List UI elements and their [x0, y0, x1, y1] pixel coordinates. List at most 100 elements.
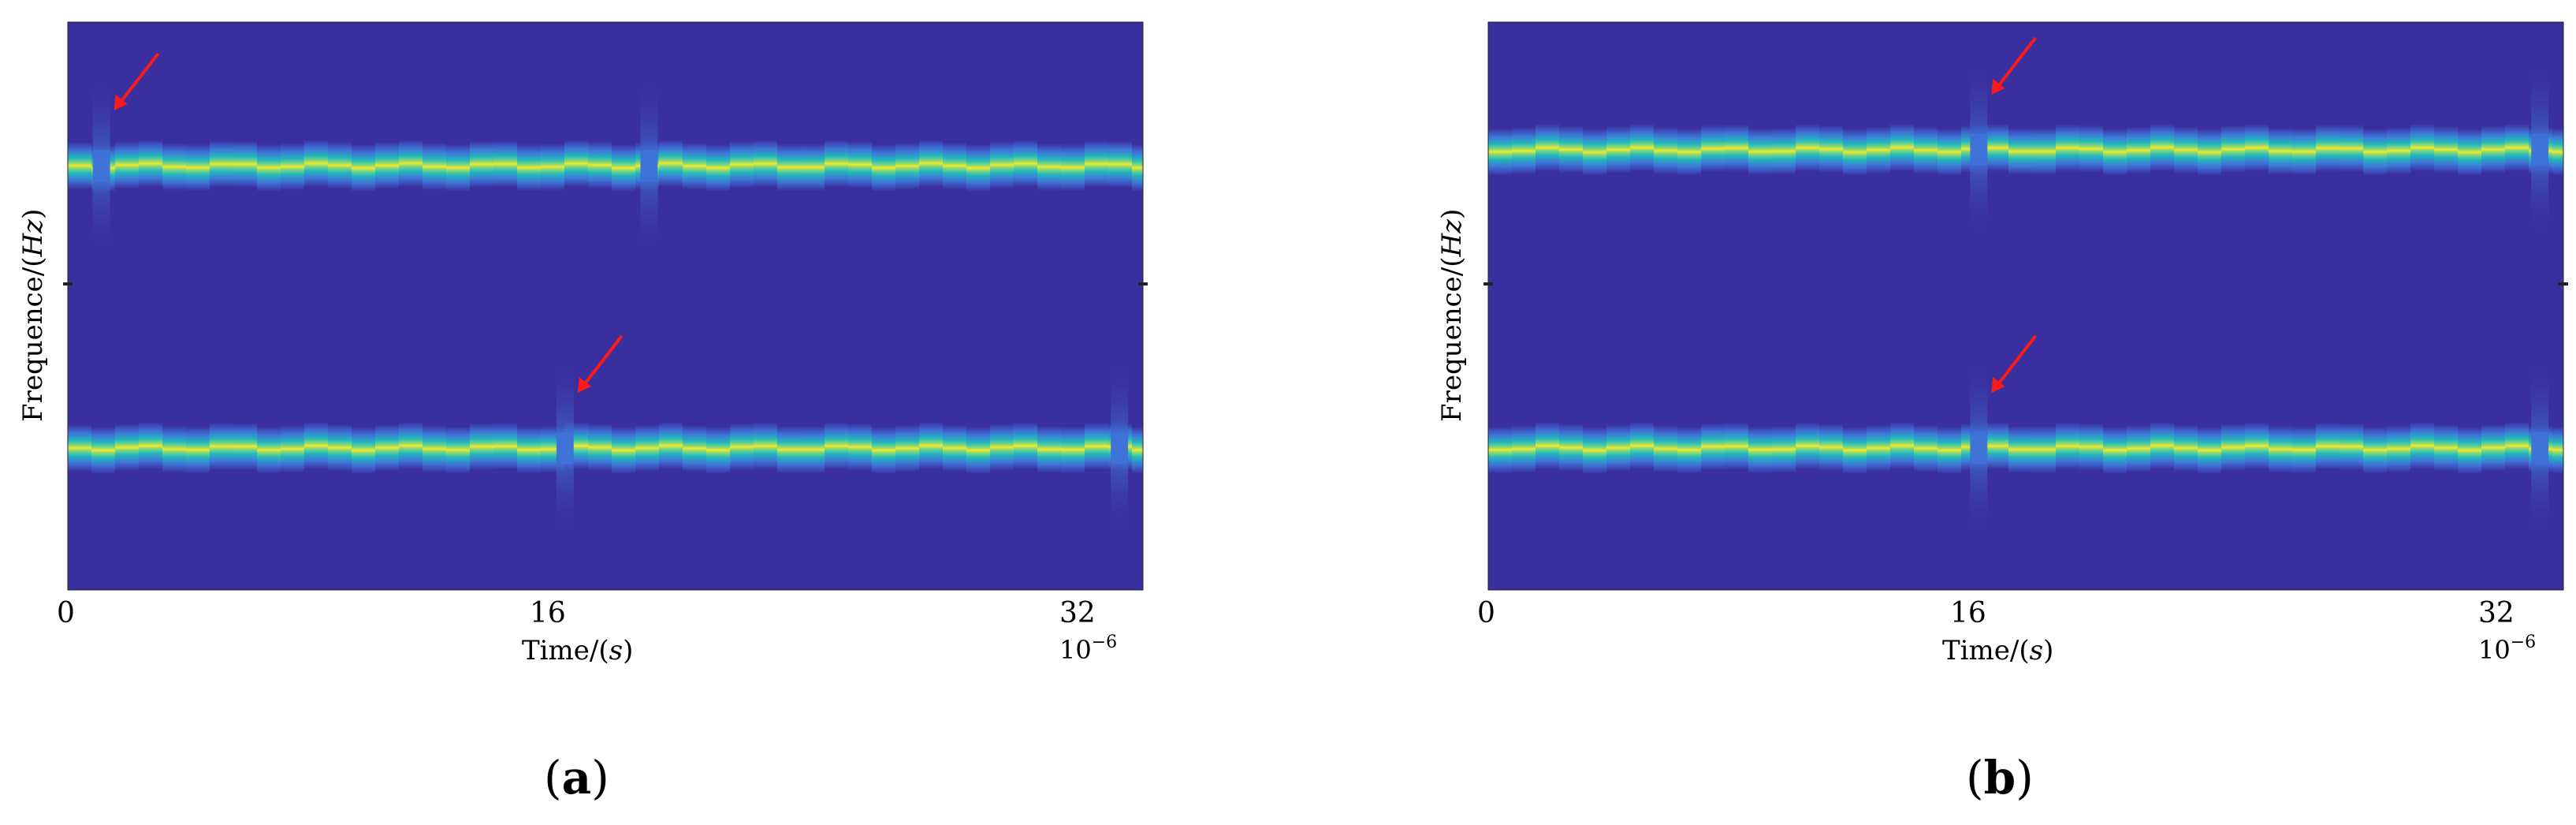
arrow-head	[1991, 79, 2005, 95]
ridge-segment	[990, 424, 1014, 472]
ridge-segment	[872, 426, 895, 474]
disruption-core	[557, 432, 573, 464]
panel-label: (a)	[544, 751, 609, 804]
spectrogram-a	[63, 21, 1148, 591]
ridge-segment	[1819, 424, 1843, 472]
ridge-segment	[1630, 422, 1654, 470]
ridge-segment	[281, 143, 304, 191]
ridge-segment	[801, 425, 825, 473]
disruption-core	[641, 150, 657, 181]
plot-frame	[67, 21, 1144, 591]
ridge-segment	[493, 422, 517, 470]
ridge-segment	[1985, 124, 2008, 172]
ridge-segment	[470, 423, 493, 471]
y-axis-label: Frequence/(Hz)	[17, 208, 49, 422]
ridge-segment	[1630, 124, 1654, 172]
ridge-segment	[1037, 425, 1061, 473]
chart-panel-b: Frequence/(Hz) 0 16 32 Time/(s) 10−6 (b)	[1288, 0, 2576, 825]
ridge-segment	[1037, 143, 1061, 191]
ridge-segment	[1725, 422, 1748, 470]
ridge-segment	[2103, 128, 2127, 176]
ridge-segment	[1061, 426, 1085, 474]
ridge-segment	[2434, 424, 2458, 472]
ridge-segment	[683, 424, 706, 472]
ridge-segment	[2410, 124, 2434, 172]
ridge-segment	[1606, 125, 1630, 174]
ridge-segment	[919, 422, 943, 470]
y-axis-label: Frequence/(Hz)	[1436, 208, 1468, 422]
ridge-segment	[2198, 426, 2221, 474]
ridge-segment	[115, 141, 139, 189]
ridge-segment	[2150, 124, 2174, 172]
ridge-segment	[1014, 422, 1037, 470]
ridge-segment	[1085, 140, 1108, 188]
ridge-segment	[1890, 124, 1914, 172]
ridge-segment	[2127, 126, 2150, 174]
arrow-head	[577, 377, 591, 393]
ridge-segment	[1132, 426, 1143, 474]
ridge-segment	[1488, 128, 1512, 176]
ridge-segment	[2174, 424, 2198, 472]
spectrogram-b	[1483, 21, 2568, 591]
ridge-segment	[1843, 128, 1867, 176]
ridge-segment	[1843, 426, 1867, 474]
ridge-segment	[659, 422, 683, 470]
x-axis-label: Time/(s)	[1942, 635, 2054, 666]
ridge-segment	[612, 144, 635, 192]
ridge-segment	[943, 424, 966, 472]
ridge-upper	[1488, 124, 2563, 176]
x-tick-label: 0	[57, 597, 75, 629]
ridge-segment	[754, 422, 777, 470]
arrow-head	[114, 95, 128, 110]
plot-frame	[1487, 21, 2564, 591]
ridge-segment	[2127, 424, 2150, 472]
ridge-segment	[683, 142, 706, 190]
ridge-segment	[919, 140, 943, 188]
ridge-segment	[588, 424, 612, 472]
ridge-segment	[493, 140, 517, 188]
disruption-core	[1971, 432, 1987, 464]
ridge-segment	[1796, 124, 1819, 172]
ridge-segment	[1677, 128, 1701, 176]
x-axis-label: Time/(s)	[522, 635, 634, 666]
ridge-segment	[966, 426, 990, 474]
ridge-segment	[2079, 423, 2103, 471]
ridge-segment	[1606, 424, 1630, 472]
ridge-segment	[848, 140, 872, 189]
ridge-segment	[399, 422, 423, 470]
ridge-segment	[706, 144, 730, 192]
chart-panel-a: Frequence/(Hz) 0 16 32 Time/(s) 10−6 (a)	[17, 21, 1148, 804]
ridge-segment	[2292, 426, 2316, 474]
ridge-segment	[470, 140, 493, 189]
ridge-segment	[1536, 422, 1559, 470]
ridge-segment	[872, 144, 895, 192]
ridge-segment	[754, 140, 777, 188]
x-tick-label: 16	[530, 597, 566, 629]
disruption-core	[1971, 134, 1987, 166]
x-axis-multiplier: 10−6	[1059, 633, 1118, 665]
ridge-segment	[966, 144, 990, 192]
ridge-segment	[281, 425, 304, 473]
ridge-segment	[2387, 425, 2410, 473]
ridge-segment	[352, 144, 375, 192]
ridge-segment	[1488, 426, 1512, 474]
plot-background	[68, 22, 1143, 590]
ridge-segment	[352, 426, 375, 474]
ridge-segment	[2221, 125, 2245, 174]
ridge-segment	[730, 423, 754, 471]
ridge-segment	[1583, 426, 1606, 474]
x-tick-label: 16	[1950, 597, 1986, 629]
ridge-segment	[517, 144, 541, 192]
ridge-segment	[139, 140, 162, 188]
arrow-line	[1996, 36, 2037, 88]
ridge-segment	[2505, 422, 2529, 470]
ridge-segment	[2245, 124, 2269, 172]
ridge-segment	[233, 140, 257, 189]
ridge-segment	[2481, 125, 2505, 174]
ridge-segment	[588, 141, 612, 189]
ridge-segment	[2103, 426, 2127, 474]
ridge-segment	[446, 426, 470, 474]
ridge-segment	[186, 426, 210, 474]
ridge-segment	[2245, 422, 2269, 470]
ridge-segment	[162, 143, 186, 191]
